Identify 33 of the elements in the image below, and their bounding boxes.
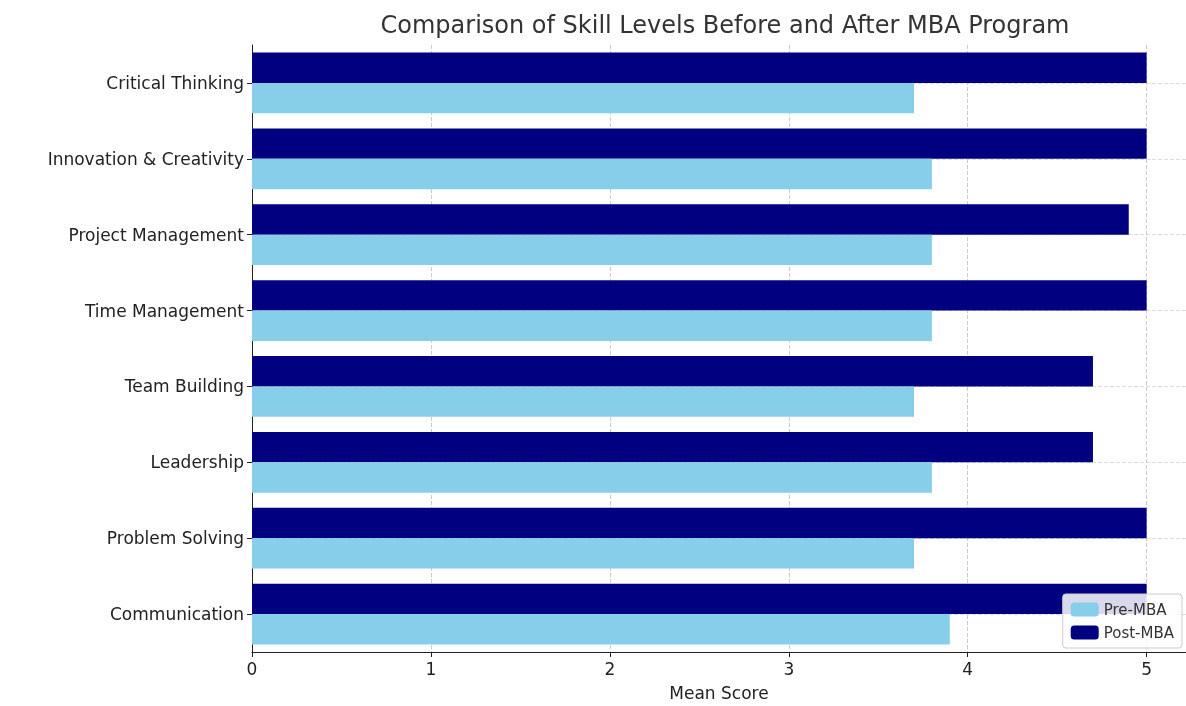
bar [252, 204, 1129, 235]
legend-label: Post-MBA [1103, 623, 1175, 642]
x-tick-label: 1 [425, 658, 437, 679]
y-tick-label: Time Management [84, 300, 245, 321]
bar [252, 52, 1147, 83]
bar [252, 234, 932, 266]
x-tick-label: 5 [1141, 658, 1153, 679]
bar [252, 158, 932, 190]
bar [252, 386, 915, 417]
bar [252, 310, 932, 341]
bar [252, 356, 1093, 387]
x-axis-title: Mean Score [669, 682, 769, 703]
bar [252, 614, 950, 645]
bar [252, 280, 1147, 311]
bar [252, 538, 915, 569]
y-tick-label: Leadership [150, 452, 244, 473]
bar [252, 128, 1147, 159]
chart-title: Comparison of Skill Levels Before and After MBA Program [380, 11, 1070, 39]
y-tick-label: Communication [110, 604, 244, 625]
bar [252, 431, 1093, 463]
y-tick-label: Critical Thinking [106, 72, 244, 93]
x-tick-label: 4 [962, 658, 974, 679]
x-tick-label: 0 [246, 658, 258, 679]
y-tick-label: Project Management [68, 224, 245, 245]
y-tick-label: Problem Solving [106, 528, 244, 549]
bar [252, 82, 915, 114]
legend-label: Pre-MBA [1103, 600, 1168, 619]
x-tick-label: 3 [783, 658, 795, 679]
y-tick-label: Team Building [123, 376, 244, 397]
bar [252, 462, 932, 493]
x-tick-label: 2 [604, 658, 616, 679]
y-tick-label: Innovation & Creativity [47, 148, 244, 169]
bar [252, 507, 1147, 539]
